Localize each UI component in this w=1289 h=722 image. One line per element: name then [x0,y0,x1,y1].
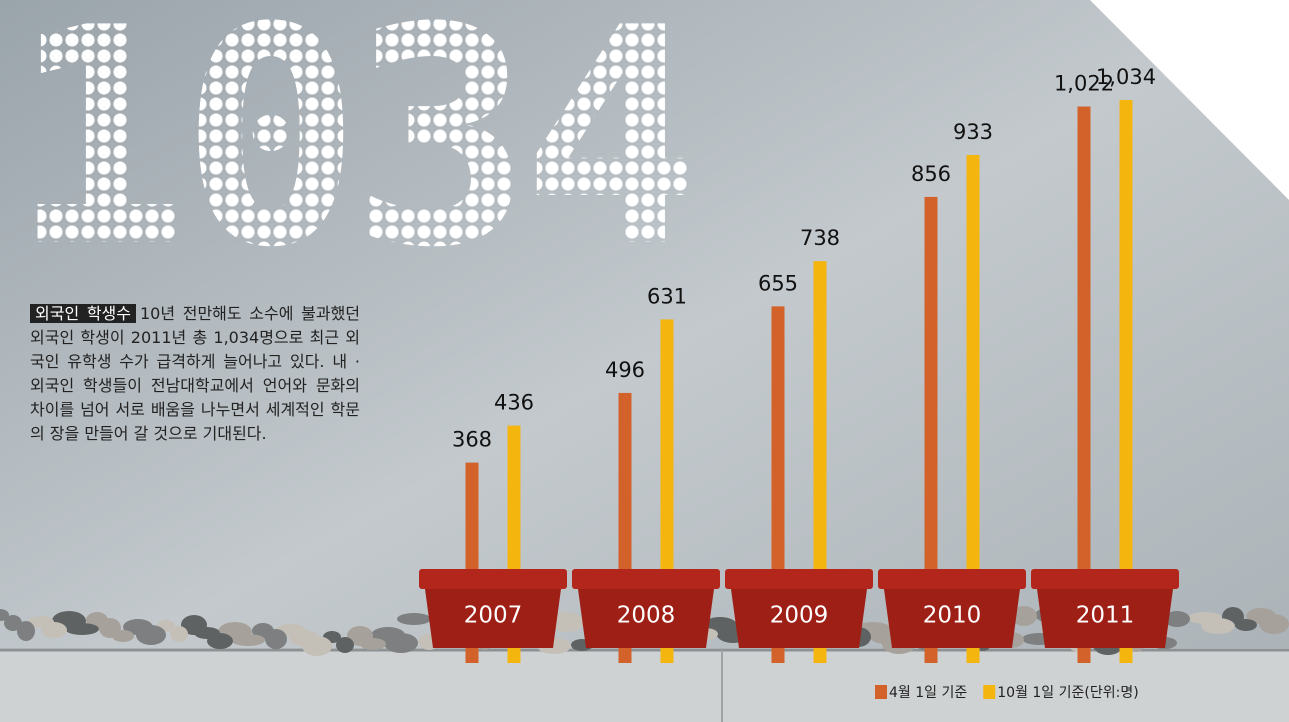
value-label: 631 [647,284,687,308]
x-tick-label: 2008 [617,603,676,629]
stone [360,638,386,650]
stone [136,625,166,645]
stone [397,613,431,625]
annotation-text: 10년 전만해도 소수에 불과했던 외국인 학생이 2011년 총 1,034명… [30,304,360,443]
stone [336,637,354,653]
stone [112,630,134,642]
value-label: 436 [494,391,534,415]
stone [384,633,418,653]
pot-rim [1031,569,1179,589]
unit-label: (단위:명) [1084,685,1138,701]
value-label: 655 [758,271,798,295]
value-label: 368 [452,428,492,452]
stone [265,629,287,649]
legend-label: 10월 1일 기준 [997,685,1084,701]
pot-rim [572,569,720,589]
annotation-label: 외국인 학생수 [30,304,136,323]
value-label: 856 [911,162,951,186]
legend-label: 4월 1일 기준 [889,685,967,701]
x-tick-label: 2011 [1076,603,1135,629]
stone [1235,619,1257,631]
legend-swatch [875,685,887,699]
pot-rim [725,569,873,589]
x-tick-label: 2007 [464,603,523,629]
stone [231,634,265,646]
stone [41,622,67,638]
legend-swatch [983,685,995,699]
value-label: 933 [953,120,993,144]
stone [1201,618,1235,634]
x-tick-label: 2009 [770,603,829,629]
stone [207,633,233,649]
value-label: 738 [800,226,840,250]
pot-rim [878,569,1026,589]
x-tick-label: 2010 [923,603,982,629]
pot-rim [419,569,567,589]
stone [170,626,188,642]
stone [302,636,332,656]
stone [65,623,99,635]
infographic: 1034 3684364966316557388569331,0221,034 … [0,0,1289,722]
value-label: 496 [605,358,645,382]
stone [1259,614,1289,634]
stone [17,621,35,641]
value-label: 1,034 [1096,65,1156,89]
